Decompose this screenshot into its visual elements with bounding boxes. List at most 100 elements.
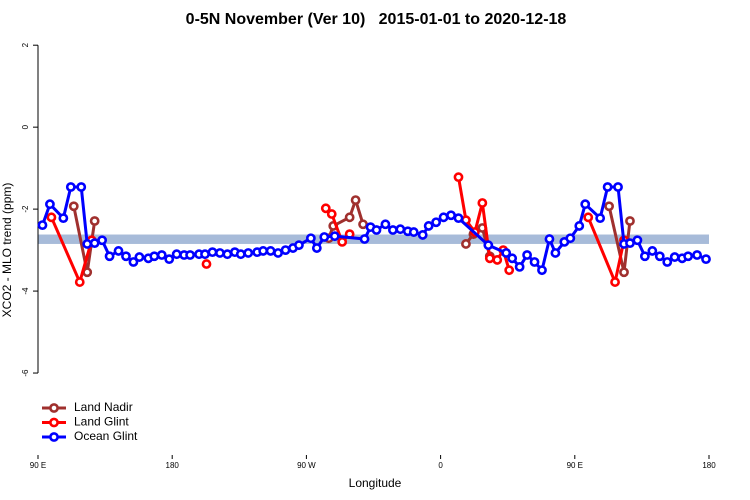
y-tick-label: 0 (21, 124, 30, 129)
data-point (595, 213, 606, 224)
data-point (156, 250, 167, 260)
y-tick-label: -6 (21, 369, 30, 377)
x-tick-label: 90 W (297, 461, 316, 470)
data-point (431, 217, 442, 228)
data-point (453, 213, 464, 224)
data-point (326, 209, 337, 219)
y-tick-label: -4 (21, 287, 30, 295)
data-point (484, 253, 495, 264)
data-point (647, 246, 658, 256)
data-point (683, 251, 694, 262)
data-point (423, 221, 434, 231)
data-point (522, 250, 532, 260)
data-point (507, 253, 518, 264)
data-point (128, 257, 139, 267)
data-point (134, 252, 145, 262)
y-tick-label: -2 (21, 205, 30, 213)
data-point (613, 182, 623, 192)
data-point (514, 261, 525, 272)
data-point (82, 239, 93, 249)
x-tick-label: 90 E (30, 461, 46, 470)
data-point (565, 233, 576, 244)
data-point (200, 249, 210, 260)
data-point (417, 230, 428, 240)
data-point (537, 265, 547, 276)
data-point (604, 201, 614, 212)
data-point (358, 219, 368, 230)
data-point (359, 234, 370, 244)
data-point (207, 247, 218, 258)
reference-band (38, 234, 709, 244)
data-point (113, 246, 124, 256)
x-tick-label: 0 (438, 461, 443, 470)
data-point (37, 220, 48, 230)
data-point (45, 199, 55, 210)
chart-title: 0-5N November (Ver 10) 2015-01-01 to 202… (186, 11, 567, 28)
data-point (453, 172, 464, 183)
data-point (171, 249, 182, 260)
y-tick-label: 2 (21, 42, 30, 47)
data-point (692, 250, 702, 260)
data-point (371, 225, 382, 235)
legend-label: Land Nadir (74, 400, 133, 414)
x-axis-label: Longitude (349, 476, 402, 490)
legend-label: Land Glint (74, 415, 129, 429)
data-point (215, 248, 225, 258)
data-point (662, 257, 673, 267)
data-point (273, 248, 283, 258)
data-point (583, 212, 594, 223)
x-tick-label: 180 (702, 461, 716, 470)
data-point (625, 216, 635, 226)
data-point (319, 232, 330, 242)
data-point (320, 203, 331, 214)
data-point (97, 235, 108, 246)
data-point (185, 250, 195, 260)
data-point (408, 227, 419, 237)
data-point (46, 212, 57, 223)
data-point (337, 237, 348, 247)
data-point (446, 210, 456, 221)
data-point (483, 240, 494, 251)
data-point (280, 245, 291, 255)
data-point (701, 254, 711, 265)
data-point (350, 195, 361, 206)
data-point (164, 254, 175, 265)
data-point (104, 251, 115, 262)
data-point (305, 233, 316, 244)
data-point (265, 246, 276, 256)
data-point (632, 235, 643, 246)
data-point (504, 265, 515, 276)
data-point (76, 182, 87, 192)
data-point (574, 221, 585, 231)
data-point (201, 259, 212, 269)
data-point (492, 255, 503, 265)
data-point (329, 231, 340, 242)
legend-marker (49, 403, 59, 413)
data-point (235, 249, 246, 260)
data-point (639, 251, 650, 262)
data-point (501, 248, 512, 258)
data-point (149, 251, 160, 262)
data-point (625, 238, 635, 249)
data-point (65, 182, 76, 192)
data-point (610, 277, 620, 287)
y-axis-label: XCO2 - MLO trend (ppm) (0, 183, 14, 318)
data-point (58, 213, 69, 224)
data-point (74, 277, 85, 287)
legend-marker (49, 417, 59, 428)
data-point (311, 243, 322, 253)
data-point (68, 201, 79, 212)
data-point (654, 251, 665, 262)
data-point (121, 251, 131, 262)
legend-label: Ocean Glint (74, 429, 138, 443)
data-point (619, 267, 629, 278)
data-point (294, 240, 304, 251)
legend-marker (49, 432, 59, 442)
data-point (344, 212, 355, 223)
data-point (380, 219, 391, 230)
data-point (438, 212, 449, 223)
data-point (258, 246, 269, 256)
data-point (89, 238, 100, 249)
data-point (89, 216, 100, 226)
